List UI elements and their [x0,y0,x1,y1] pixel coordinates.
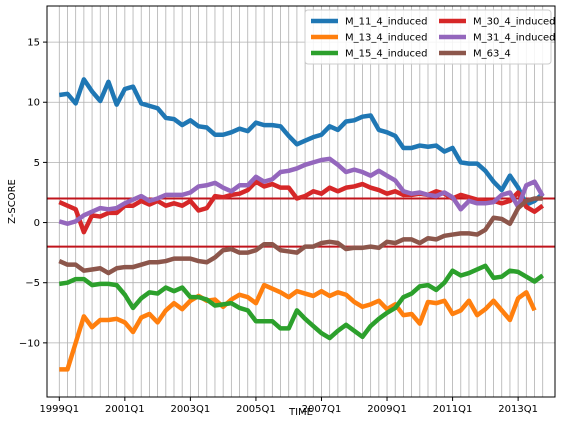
series-line-m-63-4 [58,196,543,276]
legend-box [304,9,552,65]
series-line-m-13-4-induced [59,282,537,372]
x-tick-label: 2007Q1 [302,404,342,415]
legend-label: M_11_4_induced [345,17,428,28]
y-tick-label: −10 [19,338,40,349]
series-line-m-31-4-induced [58,156,545,227]
x-tick-label: 2011Q1 [433,404,473,415]
y-tick-label: 15 [27,38,40,49]
x-tick-label: 2013Q1 [498,404,538,415]
legend-label: M_15_4_induced [345,49,428,60]
legend-label: M_30_4_induced [473,17,556,28]
x-axis-label: TIME [288,407,313,418]
series-line-m-11-4-induced [58,77,545,207]
y-tick-label: 0 [34,218,40,229]
x-tick-label: 2001Q1 [105,404,145,415]
x-tick-label: 2005Q1 [236,404,276,415]
x-tick-label: 2009Q1 [367,404,407,415]
legend-label: M_13_4_induced [345,33,428,44]
legend-label: M_63_4 [473,49,511,60]
y-axis-ticks: −10 −5 0 5 10 15 [19,38,47,349]
y-tick-label: 10 [27,98,40,109]
y-axis-label: Z-SCORE [7,179,18,224]
legend-label: M_31_4_induced [473,33,556,44]
y-tick-label: 5 [34,158,40,169]
x-axis-ticks: 1999Q1 2001Q1 2003Q1 2005Q1 2007Q1 2009Q1 2011… [39,397,538,415]
plot-frame [46,5,556,398]
series-lines [58,77,545,372]
series-line-m-15-4-induced [58,263,545,341]
x-tick-label: 1999Q1 [39,404,79,415]
x-tick-label: 2003Q1 [171,404,211,415]
series-line-m-30-4-induced [58,179,545,235]
legend: M_11_4_induced M_13_4_induced M_15_4_induc… [304,9,556,65]
y-tick-label: −5 [25,278,40,289]
